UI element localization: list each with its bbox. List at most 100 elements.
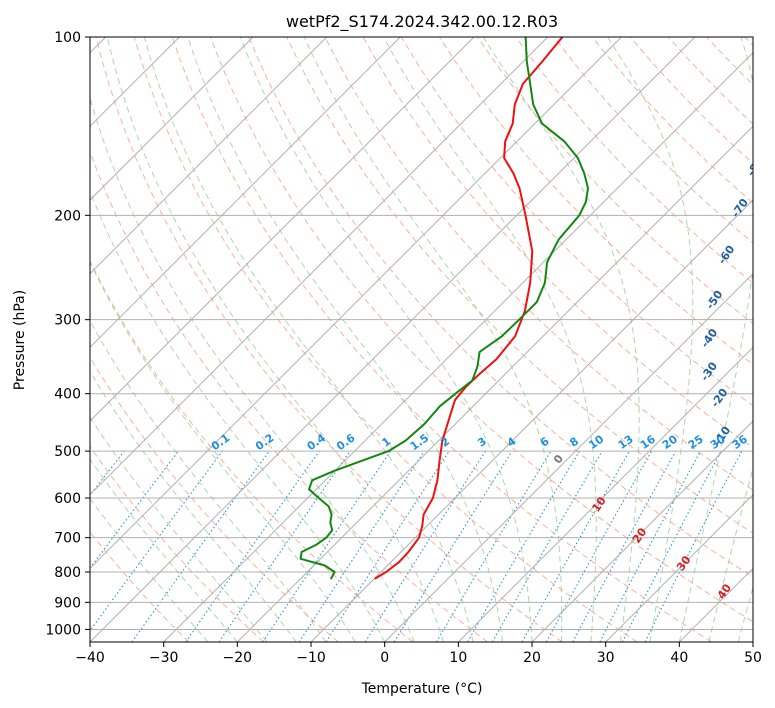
y-tick-label: 100 xyxy=(54,30,81,46)
mixing-ratio-line xyxy=(599,450,701,642)
moist-adiabat xyxy=(678,37,753,642)
moist-adiabat xyxy=(90,189,386,642)
mixing-ratio-line xyxy=(298,450,425,642)
dry-adiabat-label: -70 xyxy=(729,196,751,220)
y-tick-label: 900 xyxy=(54,595,81,611)
x-tick-label: −10 xyxy=(296,650,326,666)
mixing-ratio-label: 6 xyxy=(538,435,552,450)
mixing-ratio-label: 20 xyxy=(660,432,680,452)
y-axis: 100 200 300 400 500 600 700 800 900 1000 xyxy=(45,30,90,638)
dry-adiabat-label: -30 xyxy=(698,359,720,383)
mixing-ratio-label: 13 xyxy=(616,433,636,452)
dry-adiabat-label: -60 xyxy=(715,243,737,267)
moist-adiabat xyxy=(90,458,238,642)
moist-adiabat xyxy=(708,466,753,642)
dry-adiabat-label: -80 xyxy=(744,155,766,179)
moist-adiabat xyxy=(187,37,503,642)
dry-adiabat xyxy=(133,37,638,642)
mixing-ratio-line xyxy=(545,450,653,642)
moist-adiabat xyxy=(90,319,327,642)
mixing-ratio-label: 16 xyxy=(638,432,658,452)
dry-adiabat xyxy=(706,37,753,86)
mixing-ratio-label: 10 xyxy=(586,432,606,452)
moist-adiabat-label: 40 xyxy=(715,581,735,601)
y-tick-label: 200 xyxy=(54,208,81,224)
y-tick-label: 800 xyxy=(54,565,81,581)
mixing-ratio-label: 25 xyxy=(686,433,706,452)
moist-adiabat xyxy=(90,370,297,642)
moist-adiabat xyxy=(383,37,597,642)
mixing-ratio-line xyxy=(218,450,351,642)
isotherm-0 xyxy=(384,272,753,642)
x-tick-label: 40 xyxy=(670,650,688,666)
line-labels: -100-90-80-70-60-50-40-30-20-100.10.20.4… xyxy=(209,155,766,602)
mixing-ratio-label: 0.1 xyxy=(209,431,232,453)
isotherms xyxy=(90,37,753,642)
x-tick-label: 0 xyxy=(380,650,389,666)
moist-adiabats xyxy=(90,37,753,642)
mixing-ratio-line xyxy=(364,450,486,642)
moist-adiabat xyxy=(90,416,268,642)
mixing-ratio-label: 0.4 xyxy=(305,431,329,453)
dry-adiabats xyxy=(90,37,753,642)
x-tick-label: −40 xyxy=(75,650,105,666)
y-tick-label: 700 xyxy=(54,531,81,547)
y-axis-label: Pressure (hPa) xyxy=(12,290,28,390)
dry-adiabat xyxy=(515,37,753,284)
y-tick-label: 500 xyxy=(54,444,81,460)
dry-adiabat xyxy=(210,37,753,623)
x-tick-label: 20 xyxy=(523,650,541,666)
isotherm-10 xyxy=(457,346,753,642)
moist-adiabat xyxy=(143,37,474,642)
temperature-profile-line xyxy=(374,37,564,580)
moist-adiabat xyxy=(303,37,563,642)
mixing-ratio-line xyxy=(393,450,513,642)
mixing-ratio-label: 0.6 xyxy=(334,431,358,453)
isotherm--30 xyxy=(163,51,753,642)
mixing-ratio-line xyxy=(325,450,450,642)
isotherm--100 xyxy=(90,37,254,201)
moist-adiabat xyxy=(607,37,694,642)
isotherm--50 xyxy=(90,37,622,570)
dewpoint-profile-line xyxy=(299,37,589,580)
moist-adiabat-label: 10 xyxy=(589,494,609,514)
y-tick-label: 300 xyxy=(54,313,81,329)
mixing-ratio-line xyxy=(131,450,270,642)
mixing-ratio-label: 36 xyxy=(730,432,750,452)
isobars xyxy=(90,37,753,630)
isotherm--70 xyxy=(90,37,475,422)
dry-adiabat-label: -50 xyxy=(703,288,725,312)
isotherm--10 xyxy=(310,199,753,642)
moist-adiabat xyxy=(239,37,533,642)
moist-adiabat xyxy=(90,497,209,642)
dry-adiabat xyxy=(171,37,712,642)
dry-adiabat xyxy=(95,37,563,642)
dry-adiabat xyxy=(744,37,753,47)
isotherm-20 xyxy=(531,420,753,642)
isotherm--40 xyxy=(90,37,696,642)
mixing-ratio-label: 0.2 xyxy=(253,431,276,453)
x-axis: −40 −30 −20 −10 0 10 20 30 40 50 xyxy=(75,642,762,666)
dry-adiabat xyxy=(90,150,488,642)
dry-adiabat xyxy=(90,445,264,642)
moist-adiabat xyxy=(106,37,445,642)
plot-frame xyxy=(89,36,754,643)
moist-adiabat xyxy=(482,37,640,642)
mixing-ratio-line xyxy=(90,450,223,632)
x-tick-label: 10 xyxy=(449,650,467,666)
mixing-ratio-line xyxy=(644,450,743,642)
y-tick-label: 400 xyxy=(54,387,81,403)
profile-lines xyxy=(299,37,589,580)
isotherm--90 xyxy=(90,37,328,275)
moist-adiabat xyxy=(737,585,753,642)
dry-adiabat xyxy=(553,37,753,244)
dry-adiabat xyxy=(90,531,190,642)
isotherm-40 xyxy=(678,567,753,642)
dry-adiabat xyxy=(591,37,753,204)
dry-adiabat xyxy=(286,37,753,534)
dry-adiabat-label: -20 xyxy=(709,386,731,410)
isotherm-50 xyxy=(752,641,753,642)
dry-adiabat xyxy=(324,37,753,491)
dry-adiabat xyxy=(90,356,339,642)
